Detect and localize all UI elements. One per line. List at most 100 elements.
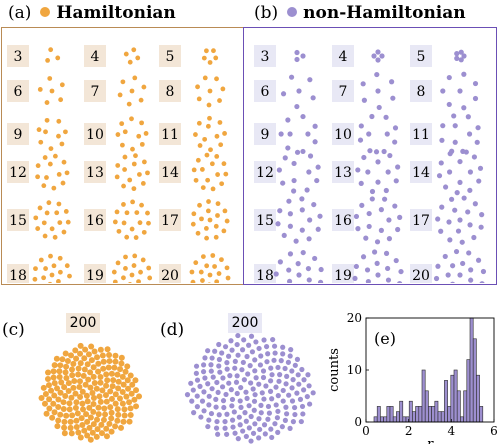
particle [51,380,58,387]
particle [79,400,86,407]
particle [191,410,197,416]
particle [376,104,382,111]
particle [232,430,238,436]
particle [109,383,116,390]
cluster-label: 3 [14,49,23,65]
particle [225,275,231,281]
particle [194,403,200,410]
particle [266,410,272,416]
particle [93,385,100,392]
particle [292,411,298,418]
cluster-label-bg [332,264,354,283]
particle [203,225,209,231]
y-tick-label: 20 [347,311,362,325]
particle [49,226,55,232]
x-axis-label: r [427,437,434,444]
particle [225,353,232,359]
cluster-label-bg [84,161,106,183]
cluster-cell-17: 17 [159,199,230,241]
particle [54,423,61,430]
particle [119,142,125,148]
particle [208,410,215,417]
particle [258,402,264,408]
particle [229,403,235,409]
particle [480,268,487,275]
particle [61,418,68,425]
particle [33,215,39,221]
particle [446,101,452,108]
particle [209,161,215,167]
x-tick-label: 2 [405,424,413,438]
particle [286,198,292,204]
particle [43,266,48,271]
particle [50,400,57,407]
particle [298,418,304,425]
particle [230,424,236,430]
particle [133,403,140,410]
particle [190,387,196,393]
particle [190,279,196,283]
particle [85,376,92,383]
particle [317,213,323,219]
particle [258,353,264,359]
particle [200,254,206,260]
particle [217,369,223,375]
particle [466,250,472,256]
particle [209,355,215,361]
particle [32,276,38,282]
particle [136,393,143,400]
particle [395,226,401,233]
cluster-label: 17 [412,213,430,229]
particle [47,76,53,81]
particle [120,79,126,85]
particle [68,352,75,359]
particle [453,248,460,255]
particle [195,157,201,163]
particle [457,158,463,165]
particle [224,218,230,224]
particle [47,281,53,283]
particle [291,177,297,184]
cluster-cell-8: 8 [159,75,226,108]
particle [57,220,63,226]
particle [366,210,372,217]
particle [202,75,208,81]
particle [127,177,133,183]
particle [145,210,150,216]
particle [440,88,446,94]
particle [275,429,281,435]
particle [191,167,197,173]
particle [214,279,220,283]
hist-bar [463,390,468,423]
particle [305,372,311,378]
particle [51,185,57,191]
particle [222,418,228,425]
particle [466,131,473,137]
cluster-label-bg [410,161,432,183]
particle [141,159,147,165]
particle [103,433,110,440]
cluster-label-bg [84,264,106,283]
particle [56,201,62,207]
particle [121,183,126,189]
particle [265,351,271,357]
particle [222,208,228,214]
particle [81,355,88,362]
cluster-cell-14: 14 [410,148,484,196]
particle [267,388,274,394]
particle [103,371,110,378]
particle [117,366,124,373]
particle [383,250,390,256]
particle [59,356,66,363]
particle [253,339,259,345]
particle [364,267,371,273]
particle [121,412,128,419]
cluster-label-bg [410,80,432,102]
particle [375,88,381,94]
particle [215,201,221,207]
particle [191,211,197,217]
cluster-cell-18: 18 [7,253,72,283]
particle [99,387,106,394]
cluster-cell-10: 10 [84,116,149,152]
particle [285,145,291,151]
